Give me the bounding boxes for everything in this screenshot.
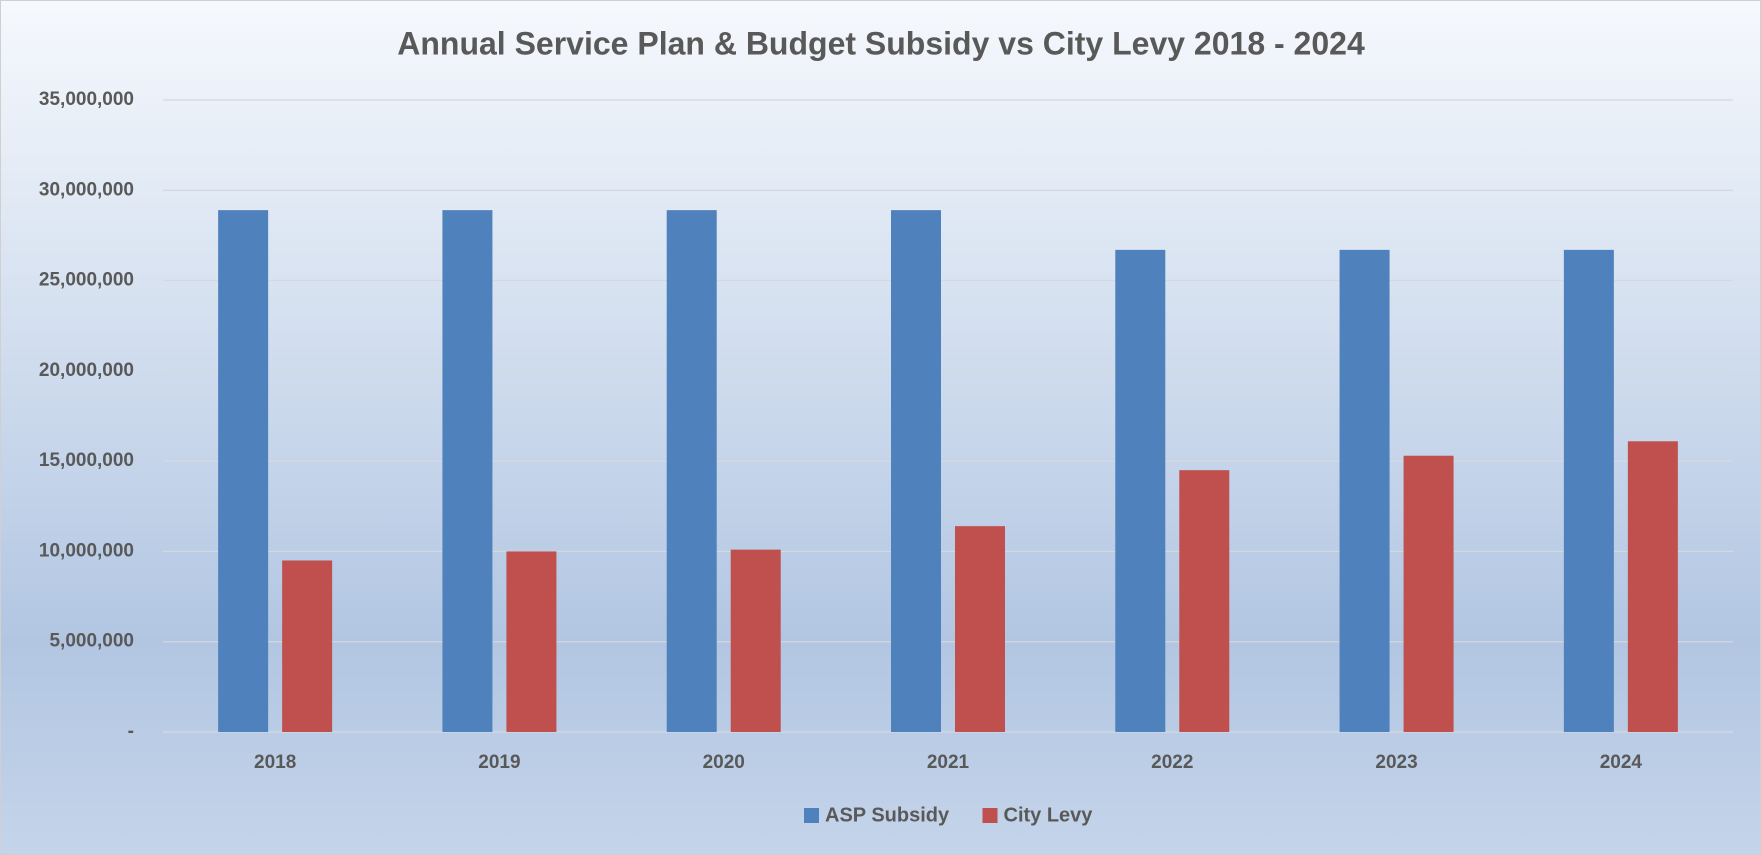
bar xyxy=(1627,441,1678,732)
legend-label: City Levy xyxy=(1004,804,1094,826)
bar xyxy=(891,210,941,733)
bar xyxy=(282,560,333,732)
bar xyxy=(442,210,493,733)
bar xyxy=(1563,249,1614,733)
bar xyxy=(1115,249,1166,733)
x-tick-label: 2019 xyxy=(478,752,520,773)
x-tick-label: 2020 xyxy=(703,752,745,773)
chart-title: Annual Service Plan & Budget Subsidy vs … xyxy=(397,25,1365,61)
x-tick-label: 2024 xyxy=(1600,752,1643,773)
x-tick-label: 2018 xyxy=(254,752,296,773)
y-tick-label: 5,000,000 xyxy=(49,631,134,652)
x-tick-label: 2023 xyxy=(1375,752,1417,773)
legend-swatch xyxy=(804,808,819,823)
y-tick-label: 25,000,000 xyxy=(39,270,134,291)
bar xyxy=(218,210,269,733)
bar xyxy=(1339,249,1390,733)
bar xyxy=(506,551,557,732)
bar xyxy=(955,526,1005,732)
x-tick-label: 2022 xyxy=(1151,752,1193,773)
y-tick-label: 30,000,000 xyxy=(39,179,134,200)
bar xyxy=(1403,455,1454,732)
y-tick-label: 15,000,000 xyxy=(39,450,134,471)
x-tick-label: 2021 xyxy=(927,752,970,773)
bar xyxy=(666,210,717,733)
bar xyxy=(730,549,781,732)
y-tick-label: 10,000,000 xyxy=(39,540,134,561)
y-tick-label: 20,000,000 xyxy=(39,360,134,381)
legend-swatch xyxy=(982,808,998,823)
y-tick-label: 35,000,000 xyxy=(39,89,134,110)
legend-label: ASP Subsidy xyxy=(825,804,950,826)
bar xyxy=(1179,470,1230,732)
y-tick-label: - xyxy=(128,721,134,742)
